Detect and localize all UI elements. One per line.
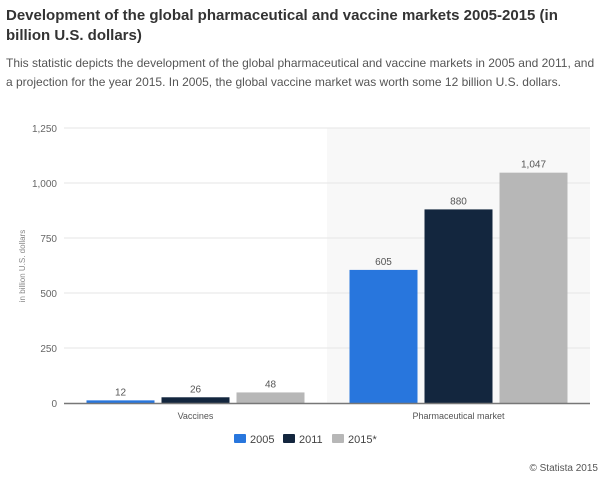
y-tick-label: 0 bbox=[51, 399, 57, 410]
data-label: 1,047 bbox=[521, 160, 546, 171]
x-tick-label: Pharmaceutical market bbox=[412, 411, 505, 421]
bar-2015-0 bbox=[236, 392, 305, 403]
data-label: 12 bbox=[115, 387, 127, 398]
legend-label: 2005 bbox=[250, 434, 274, 446]
y-tick-label: 750 bbox=[40, 234, 57, 245]
data-label: 605 bbox=[375, 257, 392, 268]
legend-swatch bbox=[332, 434, 344, 443]
data-label: 880 bbox=[450, 196, 467, 207]
y-tick-label: 1,250 bbox=[32, 124, 57, 135]
y-tick-label: 250 bbox=[40, 344, 57, 355]
y-axis-label: in billion U.S. dollars bbox=[18, 230, 27, 302]
copyright: © Statista 2015 bbox=[529, 463, 598, 474]
chart-title: Development of the global pharmaceutical… bbox=[6, 7, 558, 44]
bar-2011-1 bbox=[424, 209, 493, 403]
bar-2011-0 bbox=[161, 397, 230, 403]
legend-label: 2015* bbox=[348, 434, 377, 446]
legend-swatch bbox=[283, 434, 295, 443]
y-tick-label: 500 bbox=[40, 289, 57, 300]
data-label: 26 bbox=[190, 384, 202, 395]
legend-label: 2011 bbox=[299, 434, 323, 446]
bar-2005-0 bbox=[86, 400, 155, 403]
chart-description: This statistic depicts the development o… bbox=[6, 56, 595, 89]
data-label: 48 bbox=[265, 379, 277, 390]
x-tick-label: Vaccines bbox=[178, 411, 214, 421]
bar-2005-1 bbox=[349, 269, 418, 403]
y-tick-label: 1,000 bbox=[32, 179, 57, 190]
bar-2015-1 bbox=[499, 172, 568, 403]
legend-swatch bbox=[234, 434, 246, 443]
